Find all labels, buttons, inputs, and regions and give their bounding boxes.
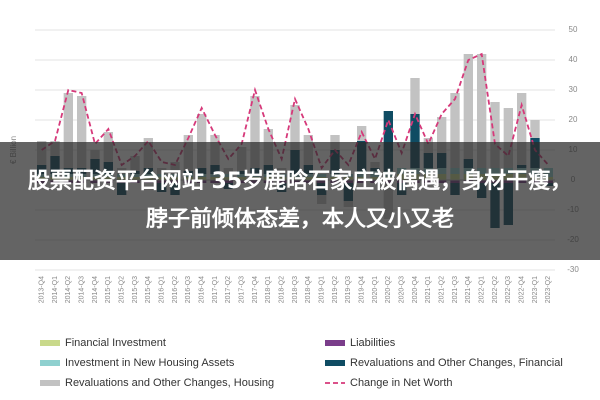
bar-segment <box>77 96 87 168</box>
bar-segment <box>250 96 260 168</box>
x-tick-label: 2020-Q1 <box>372 276 379 303</box>
x-tick-label: 2022-Q3 <box>505 276 512 303</box>
x-tick-label: 2016-Q4 <box>199 276 206 303</box>
bar-segment <box>197 114 207 168</box>
x-tick-label: 2019-Q2 <box>332 276 339 303</box>
x-tick-label: 2015-Q3 <box>132 276 139 303</box>
y-tick-label: -30 <box>567 265 579 274</box>
x-tick-label: 2023-Q1 <box>532 276 539 303</box>
y-tick-label: 50 <box>569 25 578 34</box>
bar-segment <box>450 93 460 168</box>
x-tick-label: 2018-Q3 <box>292 276 299 303</box>
bar-segment <box>517 93 527 165</box>
x-tick-label: 2014-Q3 <box>79 276 86 303</box>
bar-segment <box>437 117 447 153</box>
bar-segment <box>503 108 513 168</box>
bar-segment <box>410 114 420 168</box>
x-tick-label: 2018-Q4 <box>305 276 312 303</box>
x-tick-label: 2014-Q2 <box>65 276 72 303</box>
x-tick-label: 2021-Q3 <box>452 276 459 303</box>
bar-segment <box>463 54 473 159</box>
overlay-banner: 股票配资平台网站 35岁鹿晗石家庄被偶遇，身材干瘦，脖子前倾体态差，本人又小又老 <box>0 142 600 260</box>
bar-segment <box>290 105 300 150</box>
x-tick-label: 2022-Q2 <box>492 276 499 303</box>
x-tick-label: 2014-Q1 <box>52 276 59 303</box>
legend-swatch <box>40 340 60 346</box>
x-tick-label: 2015-Q4 <box>145 276 152 303</box>
legend-label: Financial Investment <box>65 337 166 349</box>
legend-label: Revaluations and Other Changes, Financia… <box>350 357 563 369</box>
x-tick-label: 2022-Q4 <box>519 276 526 303</box>
legend-label: Liabilities <box>350 337 396 349</box>
bar-segment <box>63 93 73 168</box>
x-tick-label: 2017-Q1 <box>212 276 219 303</box>
x-tick-label: 2020-Q3 <box>399 276 406 303</box>
net-worth-line <box>41 52 550 170</box>
bar-segment <box>477 54 487 168</box>
x-tick-label: 2017-Q2 <box>225 276 232 303</box>
x-tick-label: 2018-Q2 <box>279 276 286 303</box>
x-tick-label: 2021-Q2 <box>439 276 446 303</box>
x-tick-label: 2020-Q2 <box>385 276 392 303</box>
x-tick-label: 2013-Q4 <box>39 276 46 303</box>
x-tick-label: 2020-Q4 <box>412 276 419 303</box>
bar-segment <box>490 102 500 168</box>
x-tick-label: 2019-Q1 <box>319 276 326 303</box>
x-tick-label: 2017-Q4 <box>252 276 259 303</box>
x-tick-label: 2021-Q1 <box>425 276 432 303</box>
bar-segment <box>383 111 393 171</box>
bar-segment <box>410 78 420 114</box>
x-tick-label: 2016-Q3 <box>185 276 192 303</box>
x-tick-label: 2016-Q1 <box>159 276 166 303</box>
x-tick-label: 2023-Q2 <box>545 276 552 303</box>
x-tick-label: 2017-Q3 <box>239 276 246 303</box>
overlay-text: 股票配资平台网站 35岁鹿晗石家庄被偶遇，身材干瘦，脖子前倾体态差，本人又小又老 <box>27 169 573 232</box>
y-tick-label: 30 <box>569 85 578 94</box>
legend-swatch <box>325 360 345 366</box>
legend-swatch <box>325 340 345 346</box>
x-tick-label: 2014-Q4 <box>92 276 99 303</box>
legend-swatch <box>40 380 60 386</box>
legend-label: Investment in New Housing Assets <box>65 357 235 369</box>
x-tick-label: 2021-Q4 <box>465 276 472 303</box>
x-tick-label: 2022-Q1 <box>479 276 486 303</box>
bar-segment <box>530 120 540 138</box>
legend-swatch <box>40 360 60 366</box>
y-tick-label: 40 <box>569 55 578 64</box>
x-tick-label: 2015-Q2 <box>119 276 126 303</box>
legend-label: Change in Net Worth <box>350 377 453 389</box>
x-tick-label: 2015-Q1 <box>105 276 112 303</box>
y-tick-label: 20 <box>569 115 578 124</box>
x-tick-label: 2016-Q2 <box>172 276 179 303</box>
x-tick-label: 2019-Q4 <box>359 276 366 303</box>
x-tick-label: 2019-Q3 <box>345 276 352 303</box>
legend-label: Revaluations and Other Changes, Housing <box>65 377 274 389</box>
x-tick-label: 2018-Q1 <box>265 276 272 303</box>
